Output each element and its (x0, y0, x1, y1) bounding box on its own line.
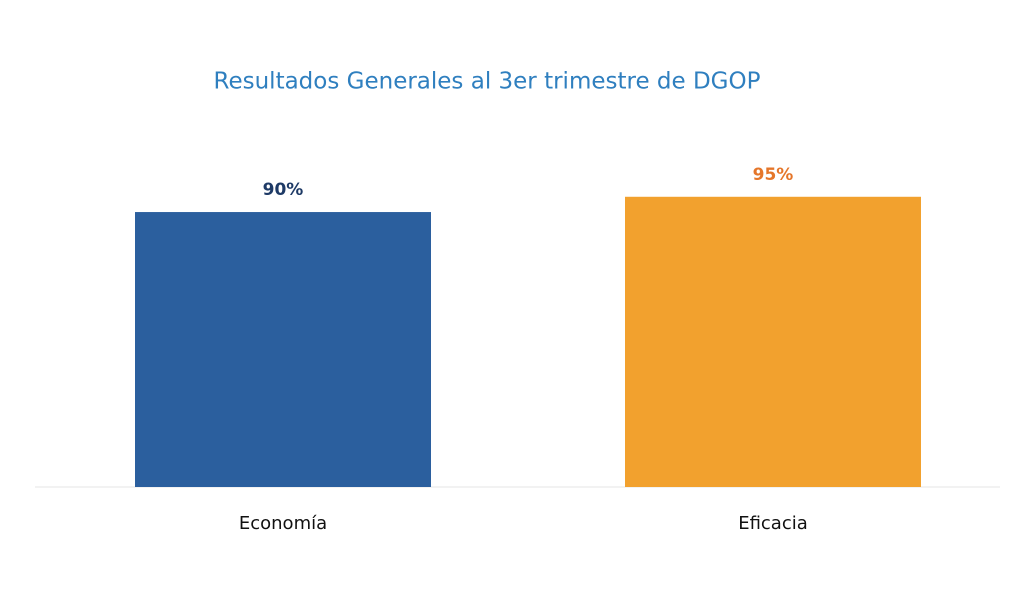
bar (135, 212, 431, 488)
chart-title: Resultados Generales al 3er trimestre de… (214, 69, 761, 95)
x-tick-label: Economía (239, 513, 327, 534)
value-label: 90% (263, 180, 304, 200)
bar (625, 196, 921, 487)
value-label: 95% (753, 165, 794, 185)
x-tick-label: Eficacia (738, 513, 808, 534)
